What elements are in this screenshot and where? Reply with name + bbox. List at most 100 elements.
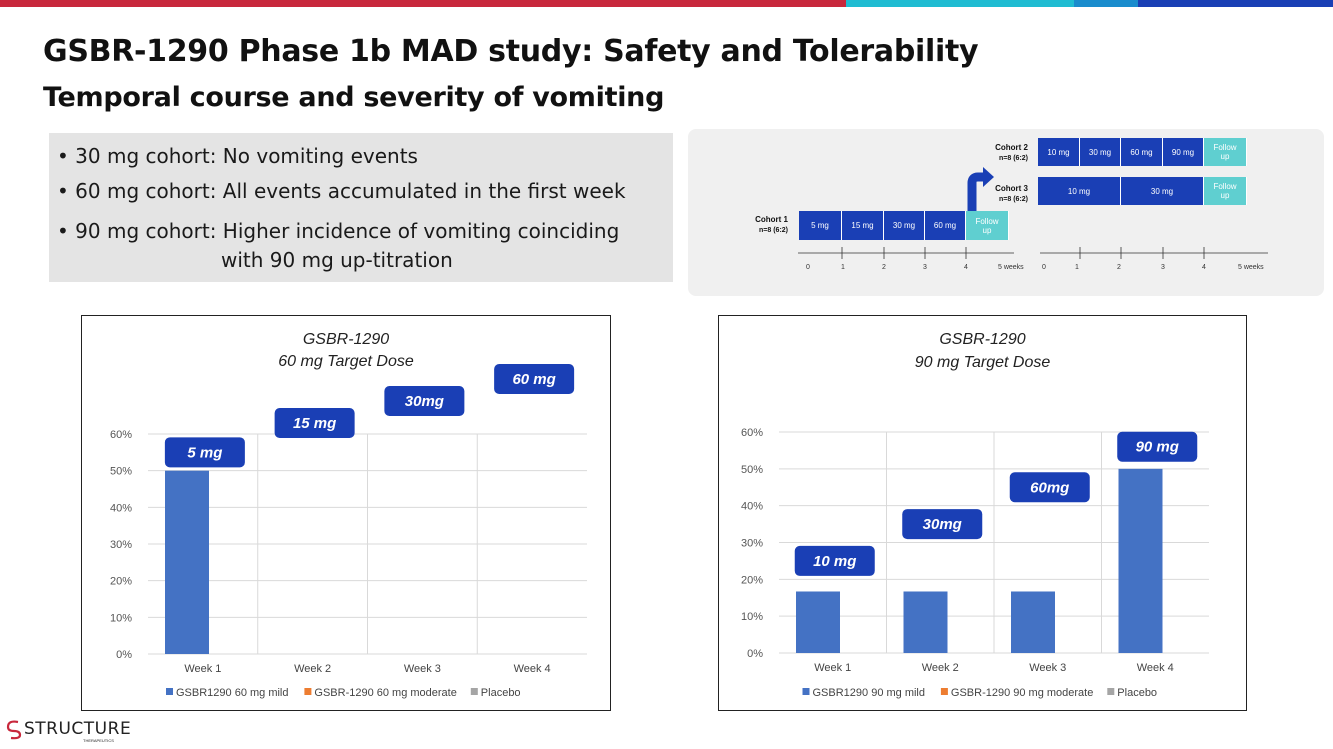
legend-swatch (1107, 688, 1115, 695)
chart-title: GSBR-1290 (939, 331, 1025, 348)
x-tick-label: Week 4 (514, 663, 551, 675)
tick-right-4: 4 (1202, 264, 1206, 271)
cohort3-dose-2: 30 mg (1121, 177, 1204, 205)
y-tick-label: 30% (110, 539, 132, 551)
legend-swatch (802, 688, 810, 695)
cohort1-dose-4: 60 mg (925, 211, 966, 240)
cohort3-label: Cohort 3 n=8 (6:2) (995, 184, 1028, 203)
bar-gsbr1290-90-mg-mild (1011, 591, 1055, 653)
dose-callout-box (1009, 472, 1090, 503)
dose-callout: 10 mg (794, 545, 875, 576)
bar-gsbr1290-60-mg-mild (165, 470, 209, 654)
tick-right-1: 1 (1075, 264, 1079, 271)
y-tick-label: 0% (747, 648, 763, 660)
cohort1-dose-1: 5 mg (799, 211, 842, 240)
dose-callout-label: 90 mg (1136, 439, 1179, 456)
chart-panel-60mg: GSBR-1290 60 mg Target Dose 0% 10% 20% 30% 40%… (81, 315, 611, 711)
slide-subtitle: Temporal course and severity of vomiting (43, 82, 665, 113)
tick-right-2: 2 (1117, 264, 1121, 271)
dose-callout: 60 mg (494, 364, 575, 394)
legend-swatch (166, 688, 173, 695)
company-logo: STRUCTURE THERAPEUTICS (4, 718, 132, 743)
dose-callout: 30mg (384, 386, 465, 416)
tick-left-4: 4 (964, 264, 968, 271)
chart-title: GSBR-1290 (303, 331, 389, 348)
tick-left-5: 5 weeks (998, 264, 1024, 271)
dose-callout-box (384, 386, 465, 416)
y-tick-label: 0% (116, 649, 132, 661)
tick-left-3: 3 (923, 264, 927, 271)
top-accent-bar (0, 0, 1333, 7)
cohort2-dose-1: 10 mg (1038, 138, 1080, 166)
dose-callout-box (494, 364, 575, 394)
dose-callout-label: 15 mg (293, 415, 336, 432)
y-tick-label: 30% (741, 538, 763, 550)
x-tick-label: Week 1 (814, 662, 851, 674)
x-tick-label: Week 3 (1029, 662, 1066, 674)
tick-left-2: 2 (882, 264, 886, 271)
y-tick-label: 60% (741, 427, 763, 439)
x-tick-label: Week 2 (294, 663, 331, 675)
dose-callout-label: 30mg (405, 393, 444, 410)
dose-callout-box (902, 509, 983, 540)
dose-callout-label: 60 mg (512, 371, 555, 388)
cohort1-dose-2: 15 mg (842, 211, 884, 240)
logo-subtext: THERAPEUTICS (83, 738, 114, 743)
x-tick-label: Week 4 (1137, 662, 1174, 674)
timeline-axes (798, 247, 1268, 259)
chart-subtitle: 90 mg Target Dose (915, 354, 1051, 371)
bullet-3-continuation: with 90 mg up-titration (221, 248, 453, 272)
tick-left-1: 1 (841, 264, 845, 271)
bullet-2: • 60 mg cohort: All events accumulated i… (57, 179, 626, 203)
cohort3-follow-up: Follow up (1204, 177, 1247, 205)
cohort1-follow-up: Follow up (966, 211, 1009, 240)
cohort1-dose-3: 30 mg (884, 211, 925, 240)
chart-panel-90mg: GSBR-1290 90 mg Target Dose 0% 10% 20% 30% 40%… (718, 315, 1247, 711)
bar-gsbr1290-90-mg-mild (796, 591, 840, 653)
y-tick-label: 60% (110, 429, 132, 441)
legend-label: GSBR1290 60 mg mild (176, 687, 289, 699)
dose-callout-label: 10 mg (813, 553, 856, 570)
y-tick-label: 50% (741, 464, 763, 476)
bullet-3: • 90 mg cohort: Higher incidence of vomi… (57, 219, 620, 243)
cohort2-follow-up: Follow up (1204, 138, 1247, 166)
y-tick-label: 10% (741, 611, 763, 623)
dose-callout: 15 mg (274, 408, 355, 438)
dose-callout-label: 5 mg (187, 444, 222, 461)
dose-callout-label: 30mg (923, 516, 962, 533)
summary-box: • 30 mg cohort: No vomiting events • 60 … (49, 133, 673, 282)
chart-60mg: GSBR-1290 60 mg Target Dose 0% 10% 20% 30% 40%… (110, 331, 587, 699)
legend-label: Placebo (481, 687, 521, 699)
legend-swatch (304, 688, 312, 695)
y-tick-label: 20% (741, 574, 763, 586)
legend-label: GSBR-1290 60 mg moderate (314, 687, 456, 699)
cohort2-dose-4: 90 mg (1163, 138, 1204, 166)
bar-gsbr1290-90-mg-mild (903, 591, 948, 653)
bar-gsbr1290-90-mg-mild (1118, 468, 1163, 653)
cohort2-label: Cohort 2 n=8 (6:2) (995, 143, 1028, 162)
bullet-1: • 30 mg cohort: No vomiting events (57, 144, 418, 168)
dose-callout-box (164, 437, 245, 468)
chart-90mg: GSBR-1290 90 mg Target Dose 0% 10% 20% 30% 40%… (741, 331, 1209, 699)
y-tick-label: 50% (110, 466, 132, 478)
x-tick-label: Week 3 (404, 663, 441, 675)
dose-callout: 60mg (1009, 472, 1090, 503)
legend-label: GSBR1290 90 mg mild (813, 687, 926, 699)
logo-text: STRUCTURE (24, 719, 132, 739)
cohort2-dose-3: 60 mg (1121, 138, 1163, 166)
dose-callout: 90 mg (1117, 431, 1198, 462)
tick-right-5: 5 weeks (1238, 264, 1264, 271)
cohort1-label: Cohort 1 n=8 (6:2) (755, 215, 788, 234)
slide-title: GSBR-1290 Phase 1b MAD study: Safety and… (43, 34, 979, 69)
tick-right-3: 3 (1161, 264, 1165, 271)
dose-callout-box (794, 545, 875, 576)
y-tick-label: 40% (110, 502, 132, 514)
legend-swatch (940, 688, 948, 695)
escalation-arrow (967, 167, 994, 211)
tick-right-0: 0 (1042, 264, 1046, 271)
chart-subtitle: 60 mg Target Dose (278, 353, 414, 370)
dose-callout-label: 60mg (1030, 479, 1069, 496)
dose-callout-box (1117, 431, 1198, 462)
x-tick-label: Week 1 (184, 663, 221, 675)
y-tick-label: 40% (741, 501, 763, 513)
